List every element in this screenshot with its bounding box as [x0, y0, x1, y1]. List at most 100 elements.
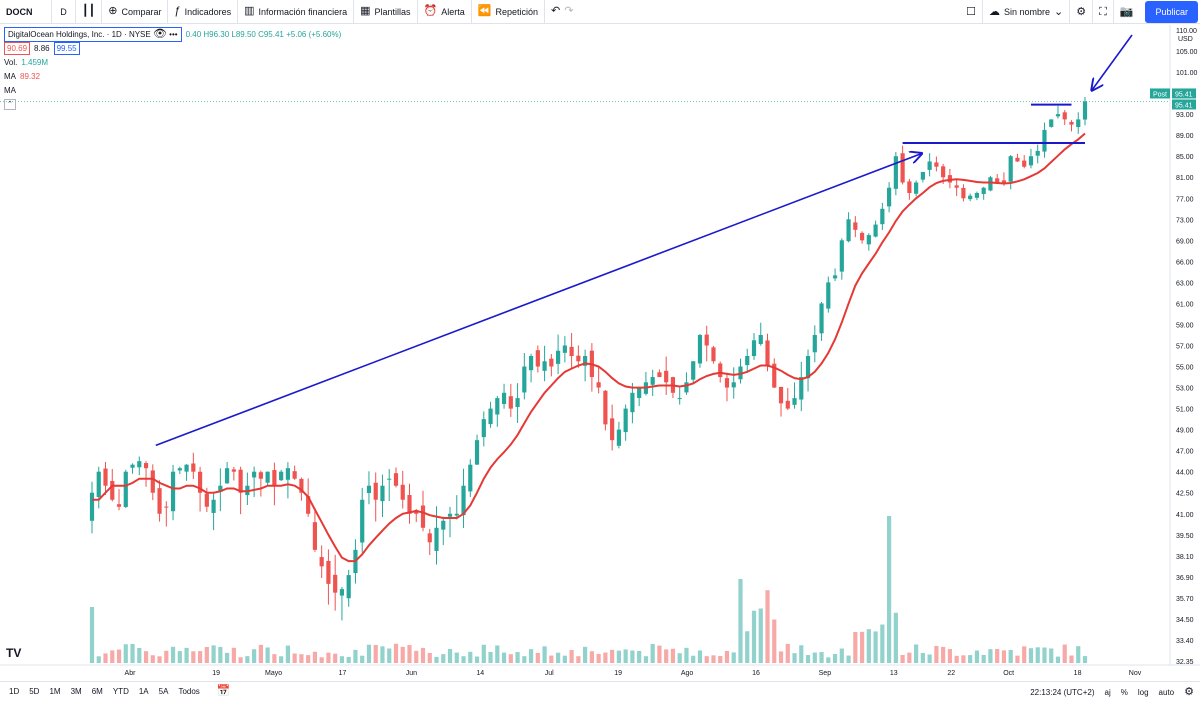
volume-bar [373, 644, 378, 663]
candle-body [231, 469, 236, 472]
cloud-icon: ☁ [988, 5, 1000, 18]
volume-bar [657, 645, 662, 663]
volume-bar [110, 650, 115, 663]
spread-value: 8.86 [34, 43, 50, 53]
candle-body [887, 187, 892, 207]
time-tick-label: Oct [1003, 670, 1014, 677]
price-tick-label: 105.00 [1176, 49, 1198, 56]
templates-icon: ▦ [360, 5, 371, 17]
candle-body [285, 468, 290, 480]
financials-button[interactable]: ▥ Información financiera [238, 0, 355, 24]
volume-bar [934, 645, 939, 663]
price-tick-label: 53.00 [1176, 386, 1194, 393]
eye-icon[interactable]: 👁 [152, 27, 167, 40]
volume-bar [1049, 648, 1054, 663]
collapse-icon[interactable]: ⌃ [4, 98, 16, 110]
volume-bar [454, 652, 459, 663]
layout-toggle[interactable]: ☐ [960, 0, 983, 24]
price-chart[interactable]: 110.00105.00101.0097.0093.0089.0085.0081… [0, 25, 1200, 681]
adj-toggle[interactable]: aj [1104, 687, 1111, 697]
candle-body [258, 472, 263, 479]
candle-body [745, 356, 750, 366]
volume-bar [947, 649, 952, 663]
candle-body [623, 408, 628, 433]
legend-title[interactable]: DigitalOcean Holdings, Inc. · 1D · NYSE … [4, 26, 182, 42]
candle-body [1076, 119, 1081, 128]
candle-body [1062, 112, 1067, 120]
candle-body [1082, 101, 1088, 120]
bid-price[interactable]: 90.69 [4, 41, 31, 55]
date-range-icon[interactable]: 📅 [216, 685, 231, 697]
compare-button[interactable]: ⊕ Comparar [102, 0, 169, 24]
publish-button[interactable]: Publicar [1145, 1, 1198, 23]
candle-body [346, 575, 351, 599]
pointer-arrow-annotation[interactable] [1092, 34, 1133, 90]
range-ytd[interactable]: YTD [112, 687, 129, 696]
undo-icon[interactable]: ↶ [550, 5, 561, 17]
percent-toggle[interactable]: % [1120, 687, 1128, 697]
volume-bar [819, 652, 824, 663]
range-1a[interactable]: 1A [138, 687, 149, 696]
volume-bar [616, 650, 621, 663]
candle-body [1055, 114, 1061, 117]
symbol-search[interactable]: DOCN [0, 0, 52, 24]
range-3m[interactable]: 3M [70, 687, 82, 696]
candle-body [312, 522, 318, 550]
fullscreen-button[interactable]: ⛶ [1093, 0, 1114, 24]
price-tick-label: 33.40 [1176, 638, 1194, 645]
ma2-label: MA [4, 85, 16, 95]
candle-body [556, 350, 561, 364]
volume-bar [758, 608, 763, 663]
volume-bar [103, 653, 108, 663]
candle-body [988, 177, 993, 191]
price-tick-label: 85.00 [1176, 154, 1194, 161]
candle-body [508, 396, 513, 409]
replay-button[interactable]: ⏪ Repetición [472, 0, 545, 24]
alert-button[interactable]: ⏰ Alerta [418, 0, 472, 24]
volume-bar [265, 647, 270, 663]
trend-arrow-annotation[interactable] [155, 154, 922, 447]
range-todos[interactable]: Todos [178, 687, 200, 696]
chart-type-button[interactable]: ┃┃ [76, 0, 103, 24]
snapshot-button[interactable]: 📷 [1114, 0, 1140, 24]
log-toggle[interactable]: log [1137, 687, 1149, 697]
layout-name-button[interactable]: ☁ Sin nombre ⌄ [983, 0, 1071, 24]
chart-legend: DigitalOcean Holdings, Inc. · 1D · NYSE … [4, 26, 341, 111]
volume-bar [974, 650, 980, 663]
vol-label: Vol. [4, 57, 18, 67]
time-tick-label: 22 [947, 670, 955, 677]
more-icon[interactable]: ••• [169, 29, 178, 39]
price-axis[interactable]: 110.00105.00101.0097.0093.0089.0085.0081… [1150, 28, 1198, 666]
range-6m[interactable]: 6M [91, 687, 103, 696]
candle-body [664, 370, 669, 383]
ask-price[interactable]: 99.55 [53, 41, 80, 55]
time-axis[interactable]: Abr 19 Mayo 17 Jun 14 Jul 19 Ago 16 Sep 13 22 Oct 18 No… [125, 670, 1142, 677]
bottom-toolbar: 1D 5D 1M 3M 6M YTD 1A 5A Todos 📅 22:13:24 (UTC+2… [0, 681, 1200, 701]
volume-bar [941, 646, 946, 663]
volume-bar [839, 648, 844, 663]
volume-bar [170, 646, 176, 663]
candle-body [400, 484, 405, 500]
candle-body [238, 469, 243, 493]
settings-button[interactable]: ⚙ [1070, 0, 1094, 24]
volume-bar [535, 652, 540, 663]
redo-icon[interactable]: ↷ [564, 5, 574, 17]
range-1m[interactable]: 1M [49, 687, 61, 696]
volume-bar [1022, 646, 1027, 663]
clock-time[interactable]: 22:13:24 (UTC+2) [1030, 687, 1095, 697]
templates-button[interactable]: ▦ Plantillas [354, 0, 418, 24]
range-5a[interactable]: 5A [158, 687, 169, 696]
volume-bar [799, 645, 804, 663]
volume-bar [508, 654, 513, 663]
auto-toggle[interactable]: auto [1158, 687, 1175, 697]
range-5d[interactable]: 5D [29, 687, 40, 696]
range-1d[interactable]: 1D [9, 687, 20, 696]
last-price-label-1: 95.41 [1175, 91, 1193, 98]
candle-body [143, 463, 149, 469]
indicators-button[interactable]: ƒ Indicadores [168, 0, 239, 24]
axis-lines [0, 25, 1200, 666]
interval-button[interactable]: D [52, 0, 76, 24]
gear-icon[interactable]: ⚙ [1184, 685, 1194, 698]
time-tick-label: 19 [212, 670, 220, 677]
price-tick-label: 41.00 [1176, 512, 1194, 519]
